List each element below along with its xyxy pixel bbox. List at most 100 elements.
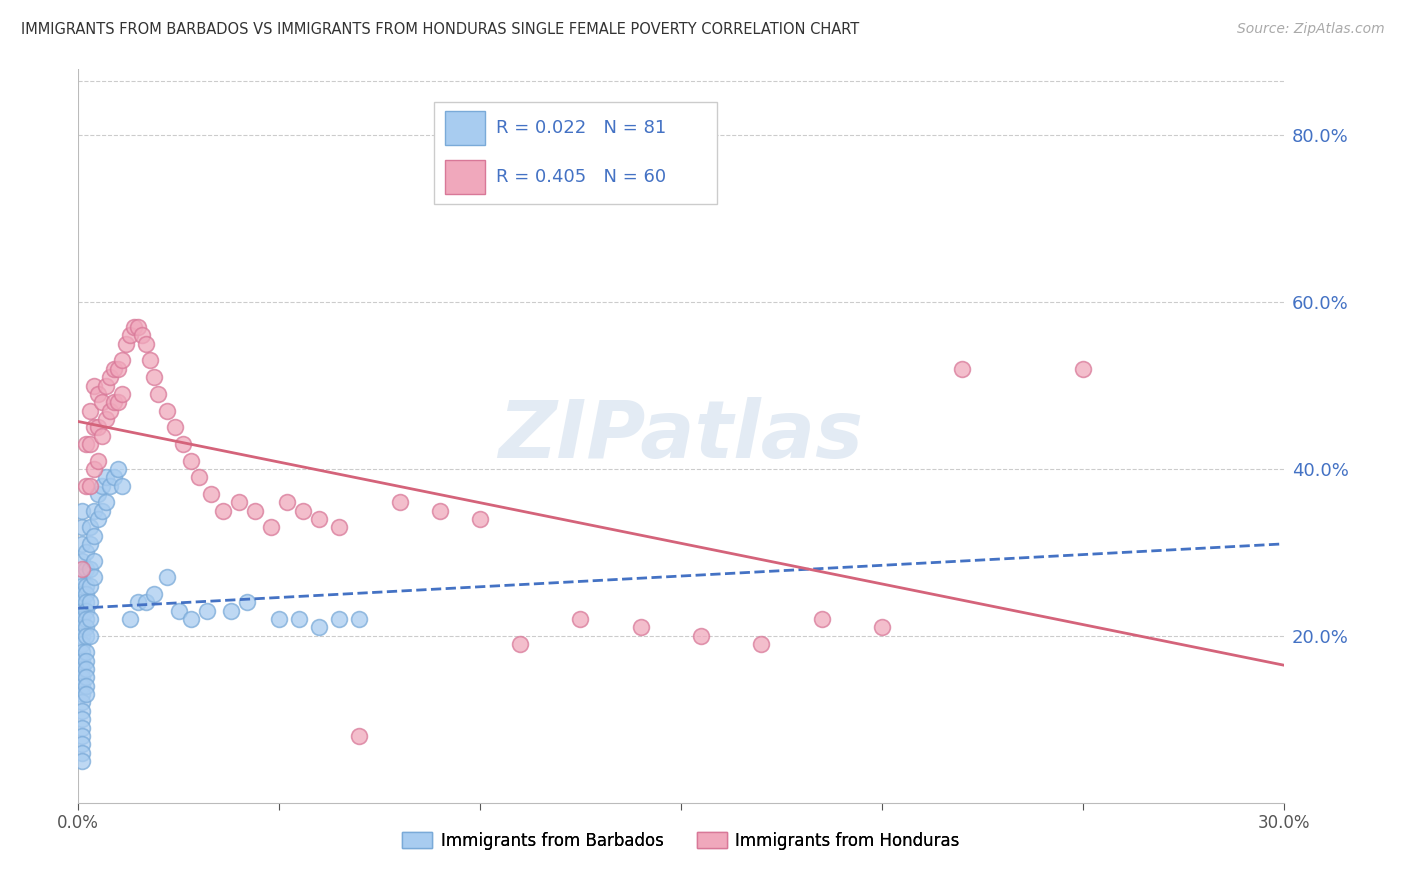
Point (70, 746, 93, 760)
Point (91, 503, 114, 517)
Point (70, 637, 93, 651)
Point (70, 654, 93, 668)
Point (70, 754, 93, 768)
Point (70, 670, 93, 684)
Point (328, 520, 350, 534)
Point (167, 604, 190, 618)
Point (75, 687, 97, 701)
Point (135, 595, 157, 609)
Point (124, 320, 146, 334)
Text: ZIPatlas: ZIPatlas (498, 397, 863, 475)
Point (120, 328, 142, 343)
Point (388, 495, 411, 509)
Point (429, 503, 451, 517)
Point (107, 395, 129, 409)
Point (139, 353, 162, 368)
Text: Source: ZipAtlas.com: Source: ZipAtlas.com (1237, 22, 1385, 37)
Point (79, 562, 101, 576)
Point (70, 520, 93, 534)
Point (96, 495, 118, 509)
Point (107, 462, 129, 476)
Point (211, 503, 233, 517)
Point (83, 503, 105, 517)
Point (75, 612, 97, 626)
Point (870, 620, 893, 634)
Point (155, 403, 177, 417)
Point (288, 612, 311, 626)
Point (83, 420, 105, 434)
Point (260, 520, 283, 534)
Point (328, 612, 350, 626)
Point (468, 512, 491, 526)
Point (79, 437, 101, 451)
Point (810, 612, 832, 626)
Point (75, 645, 97, 659)
Point (87, 387, 110, 401)
Point (87, 512, 110, 526)
Point (70, 562, 93, 576)
Point (75, 587, 97, 601)
Point (75, 670, 97, 684)
Point (83, 378, 105, 392)
Point (70, 687, 93, 701)
Point (75, 579, 97, 593)
Point (103, 395, 125, 409)
Point (950, 361, 973, 376)
Point (70, 729, 93, 743)
Point (115, 336, 138, 351)
Point (70, 704, 93, 718)
Point (111, 387, 134, 401)
Point (91, 478, 114, 492)
Point (187, 470, 209, 484)
Point (143, 370, 166, 384)
Point (75, 478, 97, 492)
Point (111, 478, 134, 492)
Point (75, 437, 97, 451)
Point (267, 612, 290, 626)
Point (83, 462, 105, 476)
Point (103, 470, 125, 484)
Point (172, 437, 194, 451)
Point (79, 595, 101, 609)
Point (569, 612, 592, 626)
Point (236, 595, 259, 609)
Point (127, 320, 149, 334)
Point (91, 395, 114, 409)
Point (148, 387, 170, 401)
Point (87, 487, 110, 501)
Point (75, 629, 97, 643)
Point (630, 620, 652, 634)
Point (219, 604, 242, 618)
Point (91, 428, 114, 442)
Point (98, 478, 121, 492)
Point (163, 420, 186, 434)
Point (1071, 361, 1094, 376)
Point (749, 637, 772, 651)
Point (200, 487, 222, 501)
Point (70, 503, 93, 517)
Point (70, 570, 93, 584)
Point (75, 662, 97, 676)
Point (509, 637, 531, 651)
Point (180, 453, 202, 467)
Point (131, 328, 153, 343)
Point (70, 721, 93, 735)
Point (79, 403, 101, 417)
Point (120, 612, 142, 626)
Point (75, 545, 97, 559)
Point (75, 679, 97, 693)
Point (103, 361, 125, 376)
Point (155, 570, 177, 584)
Point (70, 679, 93, 693)
Point (79, 478, 101, 492)
Point (79, 612, 101, 626)
Point (690, 629, 713, 643)
Point (180, 612, 202, 626)
Point (70, 579, 93, 593)
Point (70, 662, 93, 676)
Point (83, 570, 105, 584)
Point (96, 378, 118, 392)
Point (70, 612, 93, 626)
Point (228, 495, 250, 509)
Point (70, 587, 93, 601)
